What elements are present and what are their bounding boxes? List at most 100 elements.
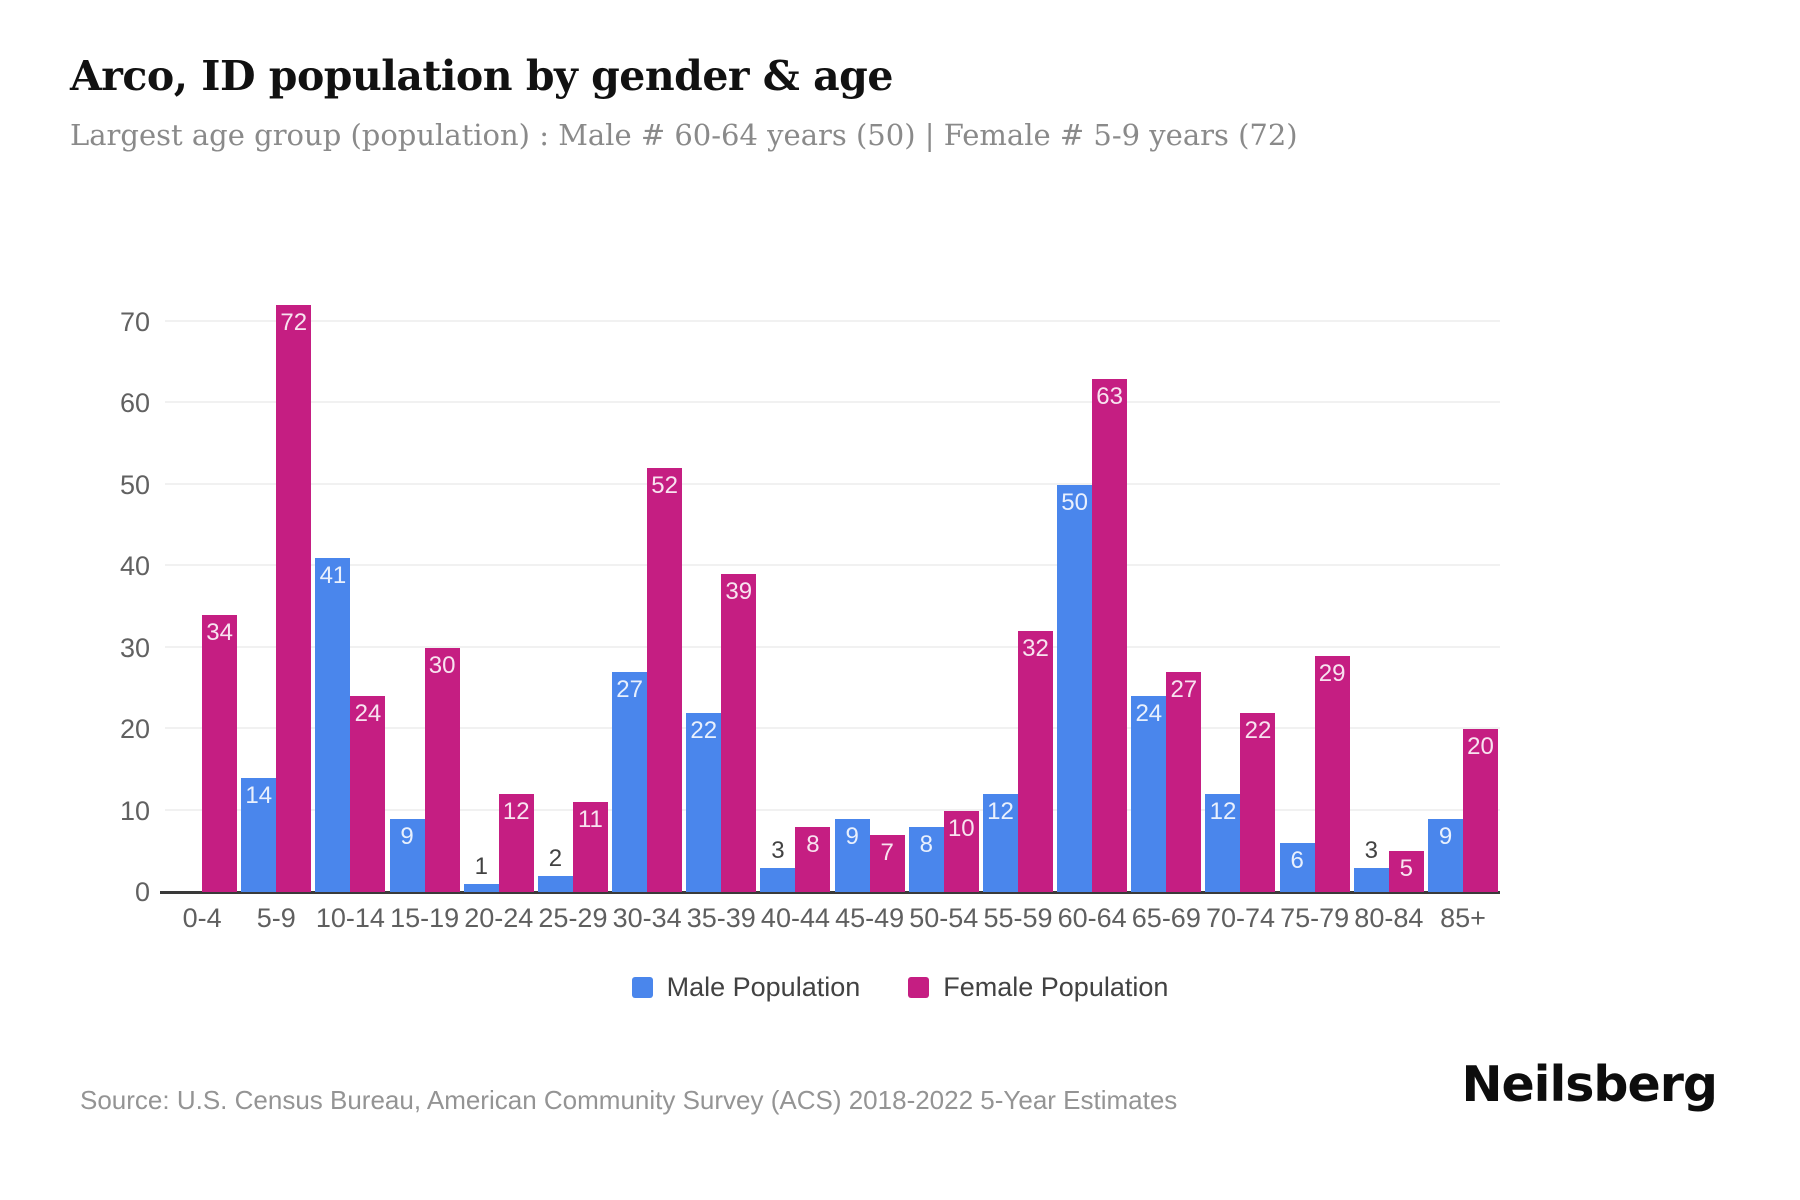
bar-female-0-4[interactable]: 34 (202, 614, 238, 892)
bar-female-45-49[interactable]: 7 (869, 834, 905, 892)
bar-female-30-34[interactable]: 52 (647, 468, 683, 892)
bar-value-label: 10 (947, 814, 975, 842)
gridline-60 (165, 401, 1500, 403)
y-axis-tick-label-70: 70 (119, 306, 150, 337)
female-legend-swatch (908, 977, 930, 998)
bar-male-70-74[interactable]: 12 (1205, 794, 1241, 892)
bar-female-35-39[interactable]: 39 (721, 574, 757, 892)
bar-value-label: 12 (987, 798, 1014, 826)
y-axis-tick-label-10: 10 (119, 795, 150, 826)
bar-group-50-54: 8 10 (907, 270, 981, 892)
source-attribution: Source: U.S. Census Bureau, American Com… (80, 1085, 1178, 1115)
bar-group-75-79: 6 29 (1278, 270, 1352, 892)
chart-subtitle: Largest age group (population) : Male # … (70, 118, 1298, 152)
bar-value-label: 22 (690, 716, 718, 744)
bar-group-10-14: 41 24 (313, 270, 387, 892)
bar-value-label: 63 (1096, 382, 1123, 410)
bar-value-label: 22 (1244, 716, 1272, 744)
bar-female-85+[interactable]: 20 (1463, 729, 1498, 892)
bar-group-55-59: 12 32 (981, 270, 1055, 892)
bar-value-label: 30 (428, 651, 456, 679)
bar-male-10-14[interactable]: 41 (315, 557, 351, 892)
bar-value-label: 34 (206, 618, 233, 646)
legend-item-male[interactable]: Male Population (631, 972, 860, 1003)
bar-value-label: 52 (651, 472, 678, 500)
x-axis-label-5-9: 5-9 (256, 903, 296, 933)
bar-male-40-44[interactable]: 3 (760, 837, 796, 892)
bar-female-65-69[interactable]: 27 (1166, 671, 1202, 892)
x-axis-label-15-19: 15-19 (390, 903, 460, 933)
bar-group-60-64: 50 63 (1055, 270, 1129, 892)
x-axis-label-70-74: 70-74 (1205, 903, 1276, 933)
bar-male-80-84[interactable]: 3 (1353, 837, 1389, 892)
bar-male-15-19[interactable]: 9 (389, 818, 425, 892)
x-axis-label-30-34: 30-34 (612, 903, 682, 933)
x-axis-label-60-64: 60-64 (1057, 903, 1127, 933)
bar-value-label: 27 (616, 675, 643, 703)
bar-male-20-24[interactable]: 1 (463, 853, 499, 892)
bar-value-label: 11 (577, 806, 603, 834)
bar-male-45-49[interactable]: 9 (834, 818, 870, 892)
bar-value-label: 72 (280, 309, 308, 337)
bar-group-65-69: 24 27 (1129, 270, 1203, 892)
bar-value-label: 9 (845, 822, 859, 850)
plot-area: 34 14 72 41 24 9 30 1 12 2 11 27 52 22 39 3 8 9 7 8 10 12 32 50… (120, 270, 1500, 906)
x-axis-label-85+: 85+ (1440, 903, 1486, 933)
bar-male-65-69[interactable]: 24 (1131, 696, 1167, 892)
bar-female-5-9[interactable]: 72 (276, 305, 312, 892)
bar-female-50-54[interactable]: 10 (943, 810, 979, 892)
bar-value-label: 50 (1061, 488, 1088, 516)
bar-value-label: 41 (319, 561, 347, 589)
bar-value-label: 24 (354, 700, 382, 728)
bar-value-label: 24 (1135, 700, 1163, 728)
bar-group-25-29: 2 11 (536, 270, 610, 892)
bar-female-15-19[interactable]: 30 (424, 647, 460, 892)
bar-value-label: 5 (1399, 855, 1413, 883)
bar-value-label: 32 (1022, 635, 1049, 663)
bar-groups: 34 14 72 41 24 9 30 1 12 2 11 27 52 22 39 3 8 9 7 8 10 12 32 50… (165, 270, 1500, 892)
female-legend-label: Female Population (943, 972, 1169, 1002)
bar-female-20-24[interactable]: 12 (498, 794, 534, 892)
bar-male-30-34[interactable]: 27 (612, 671, 648, 892)
bar-value-label: 27 (1170, 675, 1198, 703)
neilsberg-logo: Neilsberg (1461, 1056, 1718, 1113)
x-axis-label-75-79: 75-79 (1280, 903, 1350, 933)
x-axis-labels: 0-4 5-9 10-14 15-19 20-24 25-29 30-34 35-39 40-4… (165, 903, 1500, 934)
bar-value-label: 3 (1364, 836, 1378, 864)
bar-female-60-64[interactable]: 63 (1092, 378, 1128, 892)
y-axis-tick-label-60: 60 (119, 388, 150, 418)
bar-female-80-84[interactable]: 5 (1388, 851, 1424, 892)
bar-value-label: 29 (1318, 659, 1346, 687)
bar-value-label: 9 (1438, 822, 1453, 850)
bar-female-75-79[interactable]: 29 (1314, 655, 1350, 892)
bar-value-label: 3 (771, 836, 785, 864)
bar-female-40-44[interactable]: 8 (795, 826, 831, 892)
bar-male-5-9[interactable]: 14 (241, 777, 277, 892)
bar-male-35-39[interactable]: 22 (686, 712, 722, 892)
bar-male-25-29[interactable]: 2 (537, 845, 573, 892)
bar-male-75-79[interactable]: 6 (1279, 843, 1315, 892)
bar-value-label: 9 (400, 822, 414, 850)
gridline-70 (165, 319, 1500, 322)
bar-group-0-4: 34 (165, 270, 239, 892)
bar-female-70-74[interactable]: 22 (1240, 712, 1276, 892)
bar-value-label: 20 (1467, 733, 1494, 760)
y-axis-tick-label-0: 0 (134, 877, 150, 907)
bar-male-60-64[interactable]: 50 (1057, 484, 1093, 892)
bar-female-10-14[interactable]: 24 (350, 696, 386, 892)
legend-item-female[interactable]: Female Population (908, 972, 1168, 1003)
bar-value-label: 39 (725, 578, 753, 606)
bar-group-30-34: 27 52 (610, 270, 684, 892)
bar-group-85+: 9 20 (1426, 270, 1500, 892)
bar-female-25-29[interactable]: 11 (572, 802, 608, 892)
y-axis-tick-label-40: 40 (119, 551, 150, 581)
bar-male-50-54[interactable]: 8 (908, 826, 944, 892)
bar-value-label: 14 (245, 781, 273, 809)
bar-female-55-59[interactable]: 32 (1017, 631, 1053, 892)
x-axis-label-0-4: 0-4 (182, 903, 222, 933)
bar-group-35-39: 22 39 (684, 270, 758, 892)
bar-male-55-59[interactable]: 12 (982, 794, 1018, 892)
bar-male-85+[interactable]: 9 (1428, 818, 1463, 892)
